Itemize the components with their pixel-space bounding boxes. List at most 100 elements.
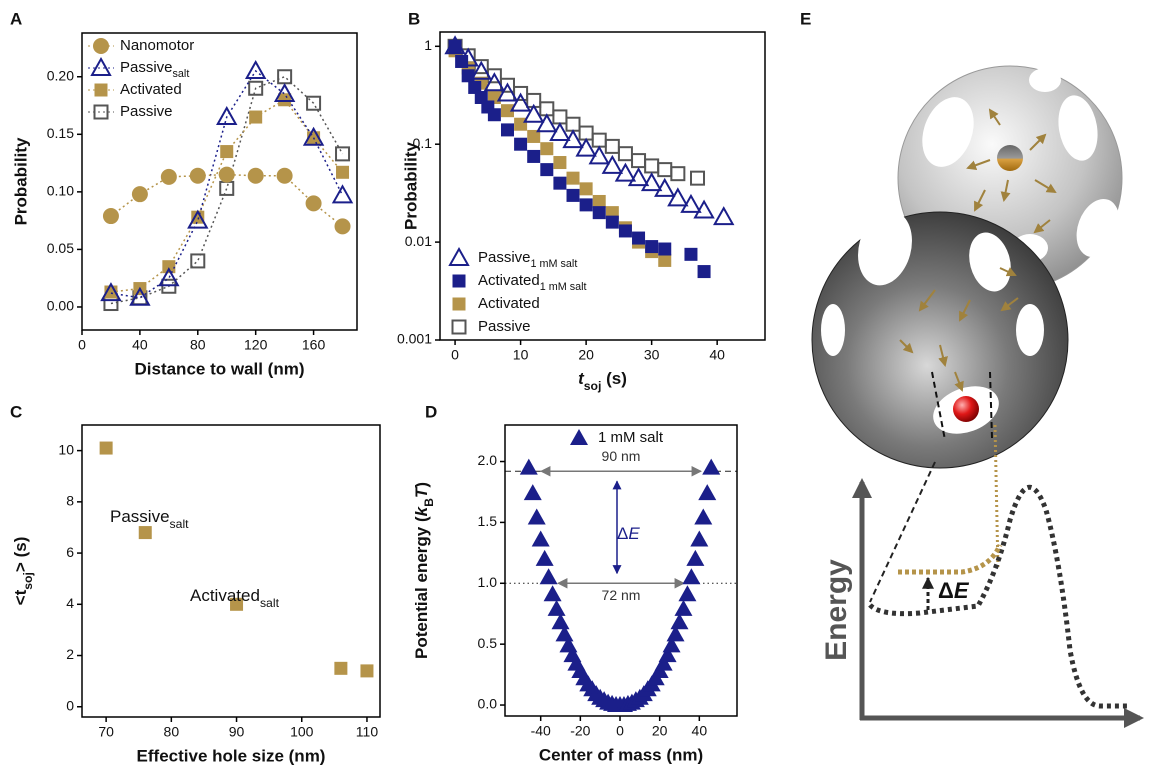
marker [632, 231, 646, 245]
x-axis-label-part: soj [584, 379, 602, 393]
marker [244, 59, 267, 79]
nanomotor [997, 145, 1023, 171]
marker [331, 184, 354, 204]
marker [640, 172, 663, 192]
x-tick-label: -40 [531, 723, 551, 739]
marker [674, 599, 693, 616]
y-tick-label: 0.5 [478, 635, 498, 651]
y-axis-label-part: T [412, 486, 431, 498]
motion-arrows [966, 108, 1057, 234]
annotation-part: Passive [110, 507, 170, 526]
annotation-part: salt [260, 596, 280, 610]
plot-frame [504, 424, 738, 717]
hole [858, 210, 912, 286]
marker [543, 585, 562, 602]
marker [698, 484, 717, 501]
activated-level [898, 543, 1003, 575]
x-tick-label: 40 [709, 347, 725, 363]
panel-label: D [425, 402, 437, 421]
marker [662, 636, 681, 653]
marker [519, 458, 538, 475]
annotation: Activatedsalt [190, 586, 280, 610]
marker [306, 95, 322, 111]
marker [592, 206, 606, 220]
x-tick-label: -20 [570, 723, 590, 739]
marker [680, 193, 702, 213]
legend-label: Activated [478, 295, 540, 312]
legend-marker [451, 319, 467, 335]
arrow [918, 289, 936, 312]
panel-label: C [10, 402, 22, 421]
hole [1029, 68, 1061, 92]
delta-var: E [954, 578, 970, 603]
marker [618, 224, 632, 238]
marker [540, 142, 554, 156]
marker [694, 508, 713, 525]
marker [553, 156, 567, 170]
marker [523, 484, 542, 501]
hole [1058, 95, 1098, 161]
marker [566, 171, 580, 185]
marker [601, 154, 624, 174]
arrow [988, 108, 1001, 126]
marker [216, 105, 238, 126]
zoom-line [993, 424, 1000, 571]
marker [654, 177, 676, 197]
marker [336, 165, 350, 179]
marker [500, 123, 514, 137]
marker [190, 253, 206, 269]
marker [578, 125, 594, 141]
legend-marker [93, 104, 109, 120]
hole [922, 97, 974, 167]
panel-e: E ΔE Energy [800, 9, 1144, 728]
marker [678, 585, 697, 602]
marker [220, 145, 234, 159]
marker [535, 549, 554, 566]
y-axis-label: Potential energy (kBT) [412, 482, 436, 659]
x-tick-label: 80 [164, 724, 180, 740]
marker [605, 215, 619, 229]
legend-marker [90, 56, 112, 76]
marker [514, 117, 528, 131]
marker [162, 260, 176, 274]
y-tick-label: 1 [424, 37, 432, 53]
marker [527, 129, 541, 143]
marker [158, 267, 180, 287]
marker [129, 286, 151, 306]
width-label: 72 nm [602, 587, 641, 603]
legend-label-part: 1 mM salt [540, 281, 587, 293]
marker [187, 209, 209, 229]
marker [444, 35, 466, 55]
y-tick-label: 0.15 [47, 125, 74, 141]
marker [566, 188, 580, 202]
marker [334, 661, 348, 675]
marker [644, 158, 660, 174]
legend-label: Passive1 mM salt [478, 249, 577, 270]
marker [575, 137, 597, 157]
marker [189, 167, 206, 184]
arrow [1034, 179, 1057, 194]
arrow [974, 189, 986, 212]
marker [248, 80, 264, 96]
marker [713, 206, 735, 226]
legend-marker [448, 246, 470, 266]
y-tick-label: 0.1 [413, 135, 433, 151]
marker [645, 240, 659, 254]
x-tick-label: 120 [244, 337, 268, 353]
marker [278, 93, 292, 107]
y-tick-label: 0.05 [47, 240, 74, 256]
x-tick-label: 110 [356, 724, 379, 740]
marker [219, 180, 235, 196]
legend-label-part: Passive [478, 249, 531, 266]
plot-frame [439, 31, 766, 341]
width-label: 90 nm [602, 448, 641, 464]
legend-label-part: Activated [478, 295, 540, 312]
panel-label: E [800, 9, 811, 28]
marker [684, 247, 698, 261]
marker [531, 530, 550, 547]
plot-frame [81, 32, 358, 331]
y-axis-label-part: ) [412, 482, 431, 488]
y-tick-label: 0.10 [47, 183, 74, 199]
marker [686, 549, 705, 566]
